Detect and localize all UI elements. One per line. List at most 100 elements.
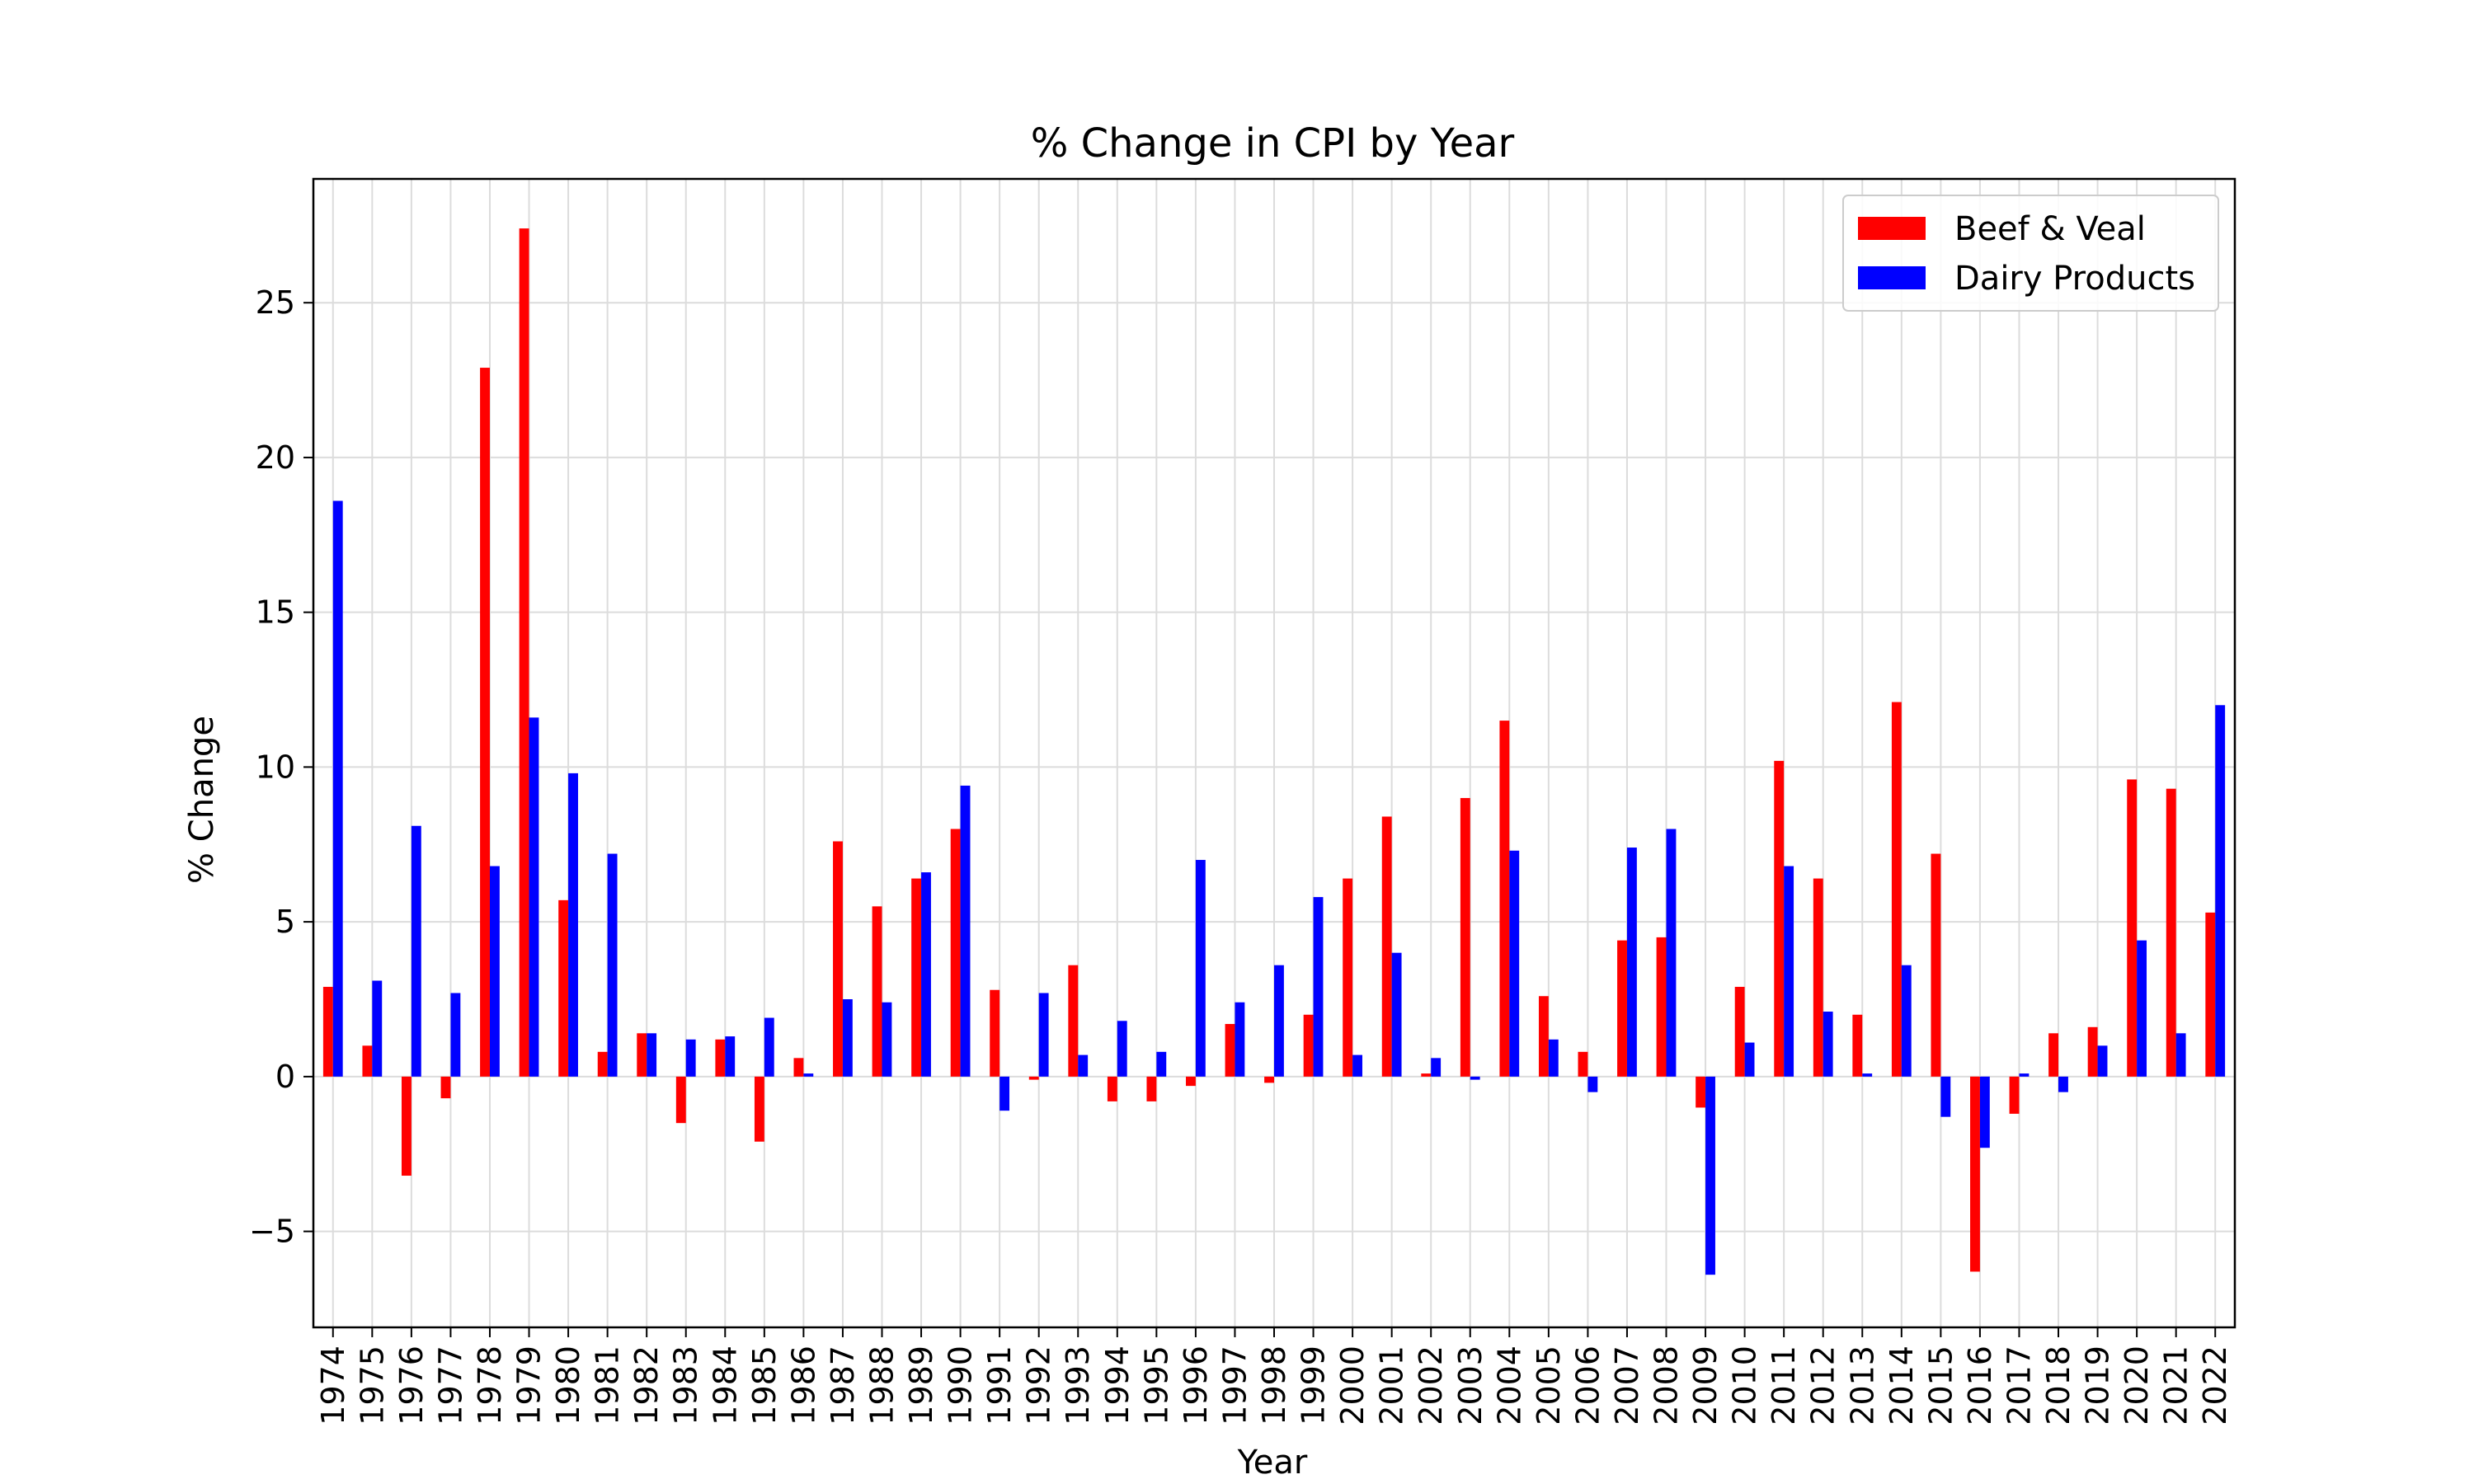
legend-swatch xyxy=(1858,266,1926,289)
bar xyxy=(1343,878,1353,1077)
bar xyxy=(1734,986,1745,1077)
bar xyxy=(440,1076,451,1099)
x-tick-label: 1998 xyxy=(1256,1345,1292,1425)
bar xyxy=(1931,853,1941,1077)
bar xyxy=(1891,702,1902,1077)
bars xyxy=(322,228,2226,1275)
x-tick-label: 2009 xyxy=(1687,1345,1724,1425)
bar xyxy=(725,1036,736,1077)
bar xyxy=(2048,1033,2059,1077)
x-tick-label: 1996 xyxy=(1178,1345,1214,1425)
bar xyxy=(1146,1076,1157,1101)
bar xyxy=(685,1039,696,1077)
bar xyxy=(1303,1014,1314,1077)
x-tick-label: 2011 xyxy=(1766,1345,1802,1425)
bar xyxy=(489,866,500,1077)
bar xyxy=(529,717,539,1077)
bar xyxy=(1744,1042,1755,1077)
bar xyxy=(1626,848,1637,1077)
bar xyxy=(1078,1054,1089,1077)
bar xyxy=(401,1076,412,1176)
bar xyxy=(1774,760,1785,1077)
bar xyxy=(803,1073,814,1077)
bar xyxy=(2019,1073,2030,1077)
bar xyxy=(2009,1076,2020,1114)
x-tick-label: 1982 xyxy=(628,1345,665,1425)
x-tick-label: 1987 xyxy=(825,1345,861,1425)
bar xyxy=(647,1033,657,1077)
bar xyxy=(1509,850,1520,1077)
bar xyxy=(2166,788,2176,1077)
bar xyxy=(1696,1076,1706,1108)
bar xyxy=(1107,1076,1117,1101)
bar xyxy=(1038,993,1049,1077)
x-tick-label: 2004 xyxy=(1491,1345,1527,1425)
bar xyxy=(1901,965,1912,1077)
legend-label: Dairy Products xyxy=(1954,260,2195,298)
x-tick-label: 2008 xyxy=(1649,1345,1685,1425)
bar xyxy=(1784,866,1794,1077)
bar xyxy=(1970,1076,1980,1272)
bar xyxy=(1274,965,1284,1077)
bar xyxy=(2097,1045,2108,1077)
bar xyxy=(1225,1024,1235,1077)
x-tick-label: 2006 xyxy=(1569,1345,1606,1425)
x-tick-label: 2002 xyxy=(1413,1345,1449,1425)
bar xyxy=(1656,937,1667,1077)
x-tick-label: 1994 xyxy=(1099,1345,1136,1425)
bar xyxy=(450,993,461,1077)
chart-title: % Change in CPI by Year xyxy=(1031,120,1515,167)
x-tick-label: 1997 xyxy=(1216,1345,1253,1425)
bar xyxy=(1499,721,1510,1077)
bar xyxy=(675,1076,686,1124)
x-tick-label: 1984 xyxy=(707,1345,743,1425)
bar xyxy=(1235,1002,1245,1077)
x-tick-label: 2014 xyxy=(1884,1345,1920,1425)
x-axis-label: Year xyxy=(1237,1444,1308,1482)
bar xyxy=(558,899,569,1077)
bar xyxy=(882,1002,892,1077)
x-tick-label: 1976 xyxy=(393,1345,430,1425)
x-tick-label: 1978 xyxy=(472,1345,508,1425)
bar xyxy=(1470,1076,1480,1080)
bar xyxy=(1666,829,1677,1077)
bar xyxy=(715,1039,726,1077)
bar xyxy=(322,986,333,1077)
bar xyxy=(411,825,421,1077)
x-tick-label: 2013 xyxy=(1844,1345,1880,1425)
x-tick-label: 2017 xyxy=(2001,1345,2037,1425)
x-axis: 1974 1975 1976 1977 1978 1979 1980 1981 1982 1983… xyxy=(315,1327,2233,1425)
x-tick-label: 2010 xyxy=(1727,1345,1763,1425)
x-tick-label: 2005 xyxy=(1531,1345,1567,1425)
bar xyxy=(1195,860,1206,1077)
bar xyxy=(842,999,853,1077)
x-tick-label: 2021 xyxy=(2158,1345,2194,1425)
bar xyxy=(990,989,1000,1077)
x-tick-label: 1993 xyxy=(1060,1345,1096,1425)
bar xyxy=(1548,1039,1559,1077)
x-tick-label: 2018 xyxy=(2040,1345,2077,1425)
bar xyxy=(1813,878,1823,1077)
bar xyxy=(1028,1076,1039,1080)
bar xyxy=(1156,1051,1167,1077)
x-tick-label: 1979 xyxy=(511,1345,548,1425)
x-tick-label: 2022 xyxy=(2197,1345,2233,1425)
y-tick-label: 0 xyxy=(275,1059,295,1095)
bar xyxy=(764,1017,774,1077)
x-tick-label: 1981 xyxy=(590,1345,626,1425)
x-tick-label: 1980 xyxy=(550,1345,586,1425)
y-tick-label: 10 xyxy=(256,749,295,785)
x-tick-label: 2000 xyxy=(1334,1345,1371,1425)
bar xyxy=(833,841,843,1077)
y-axis-label: % Change xyxy=(183,716,221,884)
x-tick-label: 1985 xyxy=(746,1345,783,1425)
x-tick-label: 1999 xyxy=(1296,1345,1332,1425)
bar xyxy=(1578,1051,1588,1077)
legend-swatch xyxy=(1858,217,1926,240)
bar xyxy=(1391,952,1402,1077)
legend-box xyxy=(1842,195,2219,312)
bar xyxy=(2205,912,2216,1077)
x-tick-label: 2015 xyxy=(1922,1345,1959,1425)
bar xyxy=(1538,996,1549,1077)
bar xyxy=(1617,940,1627,1077)
